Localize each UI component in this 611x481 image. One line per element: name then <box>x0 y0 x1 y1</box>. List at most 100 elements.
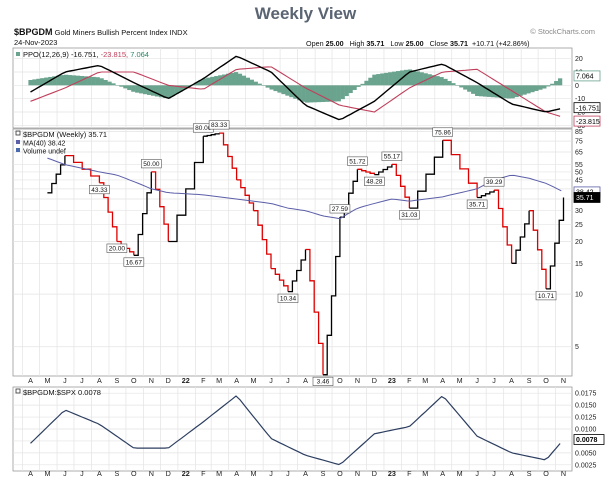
price-up-segment <box>133 171 152 256</box>
ppo-histogram-bar <box>273 85 278 92</box>
ppo-histogram-bar <box>162 85 167 99</box>
ppo-histogram-bar <box>502 85 507 99</box>
x-tick-label: J <box>492 469 496 478</box>
ratio-line <box>30 395 561 466</box>
ppo-histogram-bar <box>281 85 286 95</box>
price-point-label-box <box>312 376 334 386</box>
price-point-label: 39.29 <box>486 179 503 186</box>
x-tick-label: A <box>509 469 514 478</box>
ppo-histogram-bar <box>229 72 235 86</box>
ppo-histogram-bar <box>388 72 393 86</box>
ppo-histogram-bar <box>463 85 468 90</box>
x-tick-label: N <box>561 376 566 385</box>
ppo-histogram-bar <box>150 85 156 96</box>
close-tag: 35.71 <box>576 195 594 202</box>
ppo-histogram-bar <box>143 85 148 95</box>
ppo-histogram-bar <box>60 75 65 86</box>
ppo-histogram-bar <box>443 78 448 86</box>
chart-date: 24-Nov-2023 <box>14 38 58 47</box>
ppo-histogram-bar <box>214 76 219 86</box>
price-point-label-box <box>535 291 557 301</box>
price-down-segment <box>271 267 289 292</box>
ratio-y-tick-label: 0.0050 <box>575 450 597 457</box>
price-down-segment <box>391 163 411 209</box>
x-tick-label: N <box>561 469 566 478</box>
price-point-label-box <box>277 293 299 303</box>
ma40-line <box>47 157 562 220</box>
price-down-segment <box>151 171 169 242</box>
price-up-segment <box>168 136 204 243</box>
ppo-y-tick-label: 0 <box>575 83 579 90</box>
price-y-tick-label: 25 <box>575 222 583 229</box>
price-y-tick-label: 20 <box>575 239 583 246</box>
x-tick-label: 23 <box>388 469 396 478</box>
ppo-histogram-bar <box>32 79 37 86</box>
price-point-label-box <box>381 151 403 161</box>
ppo-tag-signal: -23.815 <box>576 119 600 126</box>
ppo-histogram-bar <box>95 77 100 86</box>
x-tick-label: A <box>234 469 239 478</box>
ppo-histogram-bar <box>293 85 298 99</box>
ppo-histogram-bar <box>423 73 428 86</box>
price-up-segment <box>323 217 341 376</box>
x-tick-label: J <box>286 376 290 385</box>
ppo-histogram-bar <box>427 74 432 86</box>
price-point-label: 83.33 <box>211 122 228 129</box>
x-tick-label: A <box>509 376 514 385</box>
ppo-histogram-bar <box>198 80 203 86</box>
ppo-histogram-bar <box>494 85 500 98</box>
x-tick-label: S <box>527 469 532 478</box>
ppo-histogram-bar <box>261 85 266 86</box>
ppo-histogram-bar <box>226 73 231 86</box>
ppo-histogram-bar <box>186 85 191 88</box>
page-title: Weekly View <box>254 4 357 23</box>
x-tick-label: A <box>97 469 102 478</box>
price-up-segment <box>203 133 220 137</box>
ppo-histogram-bar <box>482 85 488 97</box>
gridlines <box>13 48 572 471</box>
ppo-legend-v1: -16.751, <box>71 50 99 59</box>
price-y-tick-label: 10 <box>575 292 583 299</box>
x-tick-label: J <box>269 469 273 478</box>
price-point-label-box <box>364 176 385 186</box>
x-tick-label: J <box>475 469 479 478</box>
ppo-histogram-bar <box>178 85 183 92</box>
ppo-histogram-bar <box>336 85 341 102</box>
ratio-tag: 0.0078 <box>576 437 598 444</box>
x-tick-label: N <box>355 469 360 478</box>
price-point-label: 10.34 <box>280 296 297 303</box>
ppo-histogram-bar <box>392 71 397 86</box>
x-tick-label: M <box>216 376 222 385</box>
x-tick-label: M <box>216 469 222 478</box>
ppo-histogram-bar <box>301 85 306 102</box>
ppo-histogram-bar <box>253 81 258 86</box>
ppo-histogram-bar <box>241 75 247 86</box>
ratio-panel <box>30 395 561 466</box>
price-down-segment <box>305 248 324 375</box>
ppo-histogram-bar <box>435 76 440 86</box>
ppo-histogram-bar <box>498 85 503 98</box>
x-tick-label: A <box>303 376 308 385</box>
ppo-histogram-bar <box>506 85 511 99</box>
x-tick-label: N <box>149 376 154 385</box>
price-point-label: 20.00 <box>109 245 126 252</box>
ppo-histogram-bar <box>316 85 322 103</box>
ppo-legend: PPO(12,26,9) -16.751, -23.815, 7.064 <box>16 50 149 59</box>
ppo-histogram-bar <box>415 71 420 86</box>
x-tick-label: S <box>321 469 326 478</box>
x-tick-label: O <box>543 469 549 478</box>
ppo-histogram-bar <box>40 78 45 86</box>
ppo-histogram-bar <box>395 71 401 86</box>
ppo-histogram-bar <box>269 85 274 90</box>
ppo-histogram-bar <box>384 72 389 86</box>
x-tick-label: S <box>527 376 532 385</box>
close-tag-bg <box>573 192 601 203</box>
ppo-histogram-bar <box>115 85 120 86</box>
x-tick-label: N <box>149 469 154 478</box>
price-down-segment <box>219 132 238 180</box>
ppo-histogram-bar <box>83 76 88 86</box>
x-tick-label: 22 <box>182 376 190 385</box>
ppo-histogram-bar <box>67 75 73 86</box>
x-tick-label: A <box>440 376 445 385</box>
x-tick-label: J <box>269 376 273 385</box>
